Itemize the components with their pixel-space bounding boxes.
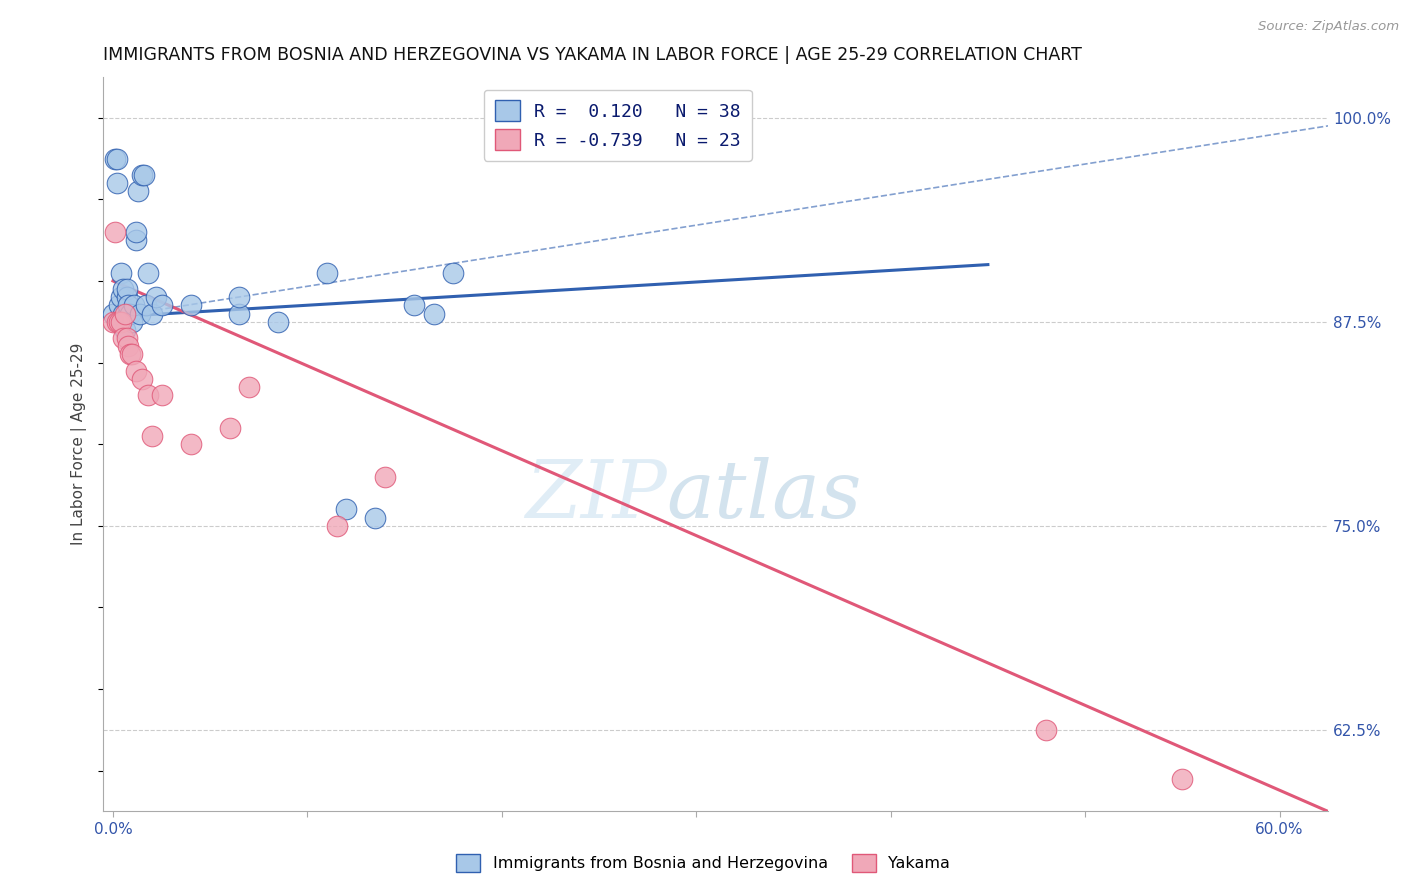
Point [141,307,163,321]
Point [404,298,426,312]
Point [115,331,138,345]
Point [110,290,132,304]
Point [115,290,138,304]
Point [441,266,464,280]
Point [121,347,143,361]
Point [136,266,159,280]
Point [180,298,202,312]
Point [131,168,153,182]
Point [180,437,202,451]
Point [101,315,124,329]
Point [267,315,290,329]
Point [131,372,153,386]
Legend: R =  0.120   N = 38, R = -0.739   N = 23: R = 0.120 N = 38, R = -0.739 N = 23 [484,89,752,161]
Point [105,315,128,329]
Point [111,282,134,296]
Text: IMMIGRANTS FROM BOSNIA AND HERZEGOVINA VS YAKAMA IN LABOR FORCE | AGE 25-29 CORR: IMMIGRANTS FROM BOSNIA AND HERZEGOVINA V… [103,46,1083,64]
Point [1171,772,1194,786]
Point [120,347,142,361]
Point [150,388,173,402]
Point [228,290,250,304]
Point [422,307,444,321]
Point [124,298,146,312]
Text: ZIP: ZIP [524,457,666,534]
Point [117,298,139,312]
Point [228,307,250,321]
Point [105,152,128,166]
Point [238,380,260,394]
Point [111,331,134,345]
Point [115,282,138,296]
Point [145,290,167,304]
Point [136,388,159,402]
Point [104,225,127,239]
Text: Source: ZipAtlas.com: Source: ZipAtlas.com [1258,20,1399,33]
Point [114,323,136,337]
Y-axis label: In Labor Force | Age 25-29: In Labor Force | Age 25-29 [72,343,87,545]
Point [150,298,173,312]
Point [107,315,129,329]
Point [104,152,127,166]
Point [125,233,148,247]
Point [125,225,148,239]
Point [129,307,152,321]
Point [107,298,129,312]
Point [141,429,163,443]
Point [114,307,136,321]
Point [127,184,149,198]
Point [325,518,347,533]
Legend: Immigrants from Bosnia and Herzegovina, Yakama: Immigrants from Bosnia and Herzegovina, … [447,847,959,880]
Point [315,266,337,280]
Point [117,339,139,353]
Point [121,315,143,329]
Point [218,421,240,435]
Point [132,168,155,182]
Point [125,364,148,378]
Point [110,315,132,329]
Text: atlas: atlas [666,457,862,534]
Point [364,510,387,524]
Point [374,470,396,484]
Point [101,307,124,321]
Point [1035,723,1057,737]
Point [120,307,142,321]
Point [335,502,357,516]
Point [110,266,132,280]
Point [135,298,157,312]
Point [105,176,128,190]
Point [117,307,139,321]
Point [111,307,134,321]
